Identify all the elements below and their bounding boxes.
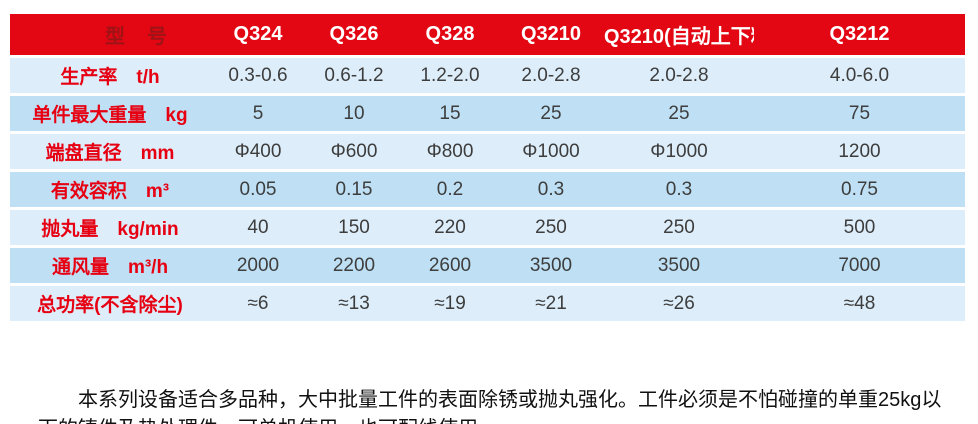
- spec-value-cell: Φ800: [402, 132, 498, 172]
- spec-value-cell: 150: [306, 208, 402, 248]
- spec-value-cell: 2.0-2.8: [604, 56, 754, 96]
- spec-value-cell: 500: [754, 208, 965, 248]
- spec-value-cell: 25: [498, 94, 604, 134]
- spec-label-cell: 通风量 m³/h: [10, 246, 210, 286]
- model-column-header: Q326: [306, 14, 402, 58]
- table-row: 单件最大重量 kg 5 10 15 25 25 75: [10, 94, 965, 134]
- model-column-header: Q328: [402, 14, 498, 58]
- spec-value-cell: 5: [210, 94, 306, 134]
- spec-value-cell: 0.3: [604, 170, 754, 210]
- spec-value-cell: 75: [754, 94, 965, 134]
- spec-label-cell: 端盘直径 mm: [10, 132, 210, 172]
- spec-value-cell: 10: [306, 94, 402, 134]
- spec-value-cell: ≈26: [604, 284, 754, 324]
- spec-value-cell: 0.6-1.2: [306, 56, 402, 96]
- spec-value-cell: 0.05: [210, 170, 306, 210]
- spec-value-cell: 2600: [402, 246, 498, 286]
- spec-value-cell: Φ1000: [498, 132, 604, 172]
- spec-value-cell: 0.3-0.6: [210, 56, 306, 96]
- table-header-row: 型 号 Q324 Q326 Q328 Q3210 Q3210(自动上下料) Q3…: [10, 14, 965, 58]
- spec-value-cell: Φ600: [306, 132, 402, 172]
- spec-table: 型 号 Q324 Q326 Q328 Q3210 Q3210(自动上下料) Q3…: [10, 14, 965, 324]
- table-row: 生产率 t/h 0.3-0.6 0.6-1.2 1.2-2.0 2.0-2.8 …: [10, 56, 965, 96]
- spec-value-cell: 3500: [498, 246, 604, 286]
- spec-value-cell: ≈48: [754, 284, 965, 324]
- spec-value-cell: ≈13: [306, 284, 402, 324]
- spec-value-cell: Φ1000: [604, 132, 754, 172]
- model-column-header: Q3210: [498, 14, 604, 58]
- spec-value-cell: 2.0-2.8: [498, 56, 604, 96]
- spec-value-cell: 1200: [754, 132, 965, 172]
- table-row: 有效容积 m³ 0.05 0.15 0.2 0.3 0.3 0.75: [10, 170, 965, 210]
- spec-value-cell: ≈21: [498, 284, 604, 324]
- spec-value-cell: 0.75: [754, 170, 965, 210]
- spec-value-cell: 250: [604, 208, 754, 248]
- spec-value-cell: 2000: [210, 246, 306, 286]
- spec-label-cell: 生产率 t/h: [10, 56, 210, 96]
- spec-value-cell: 250: [498, 208, 604, 248]
- spec-value-cell: Φ400: [210, 132, 306, 172]
- spec-value-cell: ≈6: [210, 284, 306, 324]
- spec-value-cell: 0.3: [498, 170, 604, 210]
- model-column-header: Q3212: [754, 14, 965, 58]
- spec-label-cell: 单件最大重量 kg: [10, 94, 210, 134]
- spec-value-cell: 4.0-6.0: [754, 56, 965, 96]
- spec-label-cell: 总功率(不含除尘): [10, 284, 210, 324]
- spec-value-cell: 220: [402, 208, 498, 248]
- spec-value-cell: 0.15: [306, 170, 402, 210]
- spec-value-cell: 0.2: [402, 170, 498, 210]
- spec-value-cell: 1.2-2.0: [402, 56, 498, 96]
- table-row: 通风量 m³/h 2000 2200 2600 3500 3500 7000: [10, 246, 965, 286]
- model-column-header: Q3210(自动上下料): [604, 14, 754, 58]
- spec-value-cell: 3500: [604, 246, 754, 286]
- spec-value-cell: 25: [604, 94, 754, 134]
- spec-label-cell: 抛丸量 kg/min: [10, 208, 210, 248]
- spec-value-cell: 7000: [754, 246, 965, 286]
- spec-value-cell: 2200: [306, 246, 402, 286]
- spec-value-cell: 15: [402, 94, 498, 134]
- spec-label-cell: 有效容积 m³: [10, 170, 210, 210]
- description-paragraph: 本系列设备适合多品种，大中批量工件的表面除锈或抛丸强化。工件必须是不怕碰撞的单重…: [38, 389, 942, 424]
- spec-value-cell: ≈19: [402, 284, 498, 324]
- model-column-header: Q324: [210, 14, 306, 58]
- table-row: 总功率(不含除尘) ≈6 ≈13 ≈19 ≈21 ≈26 ≈48: [10, 284, 965, 324]
- table-row: 端盘直径 mm Φ400 Φ600 Φ800 Φ1000 Φ1000 1200: [10, 132, 965, 172]
- model-header-label: 型 号: [10, 14, 210, 58]
- table-row: 抛丸量 kg/min 40 150 220 250 250 500: [10, 208, 965, 248]
- spec-value-cell: 40: [210, 208, 306, 248]
